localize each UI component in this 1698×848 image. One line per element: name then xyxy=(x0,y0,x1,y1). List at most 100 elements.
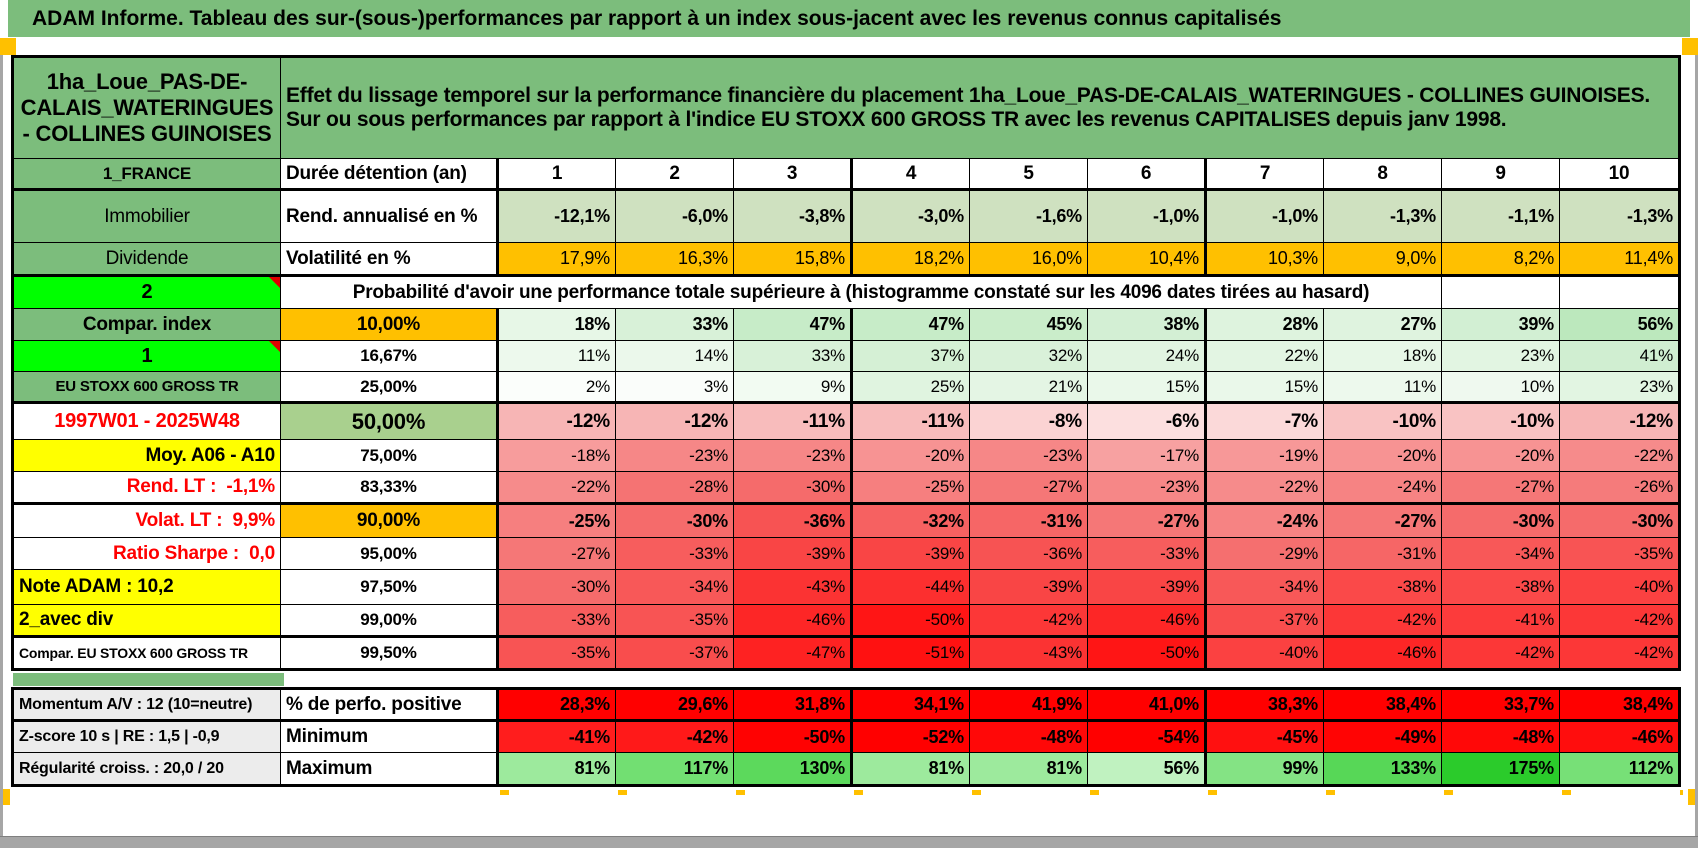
grid-cell[interactable]: 41,9% xyxy=(969,689,1088,721)
grid-cell[interactable]: -44% xyxy=(850,569,970,605)
grid-cell[interactable]: -42% xyxy=(615,719,734,753)
row-header-asset-class[interactable]: Immobilier xyxy=(13,189,281,243)
grid-cell[interactable]: -31% xyxy=(969,502,1088,538)
grid-cell[interactable]: -42% xyxy=(1559,604,1679,637)
grid-cell[interactable]: -37% xyxy=(1204,604,1324,637)
column-header[interactable]: 7 xyxy=(1204,158,1324,191)
quantile-label[interactable]: 90,00% xyxy=(280,502,498,538)
grid-cell[interactable]: -23% xyxy=(615,439,734,472)
grid-cell[interactable]: -27% xyxy=(1323,502,1442,538)
grid-cell[interactable]: 23% xyxy=(1441,340,1560,372)
grid-cell[interactable]: -36% xyxy=(969,537,1088,570)
grid-cell[interactable]: -20% xyxy=(1441,439,1560,472)
grid-cell[interactable]: -12,1% xyxy=(496,189,616,243)
row-header-index-name[interactable]: EU STOXX 600 GROSS TR xyxy=(13,371,281,403)
metric-maximum[interactable]: Maximum xyxy=(280,752,498,785)
grid-cell[interactable]: -33% xyxy=(496,604,616,637)
row-header-with-dividend[interactable]: 2_avec div xyxy=(13,604,281,637)
quantile-label[interactable]: 95,00% xyxy=(280,537,498,570)
grid-cell[interactable]: -28% xyxy=(615,471,734,504)
metric-positive-perf[interactable]: % de perfo. positive xyxy=(280,689,498,721)
grid-cell[interactable]: 11% xyxy=(496,340,616,372)
grid-cell[interactable] xyxy=(1441,275,1560,309)
grid-cell[interactable]: 23% xyxy=(1559,371,1679,403)
grid-cell[interactable]: -40% xyxy=(1204,635,1324,669)
grid-cell[interactable]: -42% xyxy=(1441,635,1560,669)
grid-cell[interactable]: -41% xyxy=(1441,604,1560,637)
grid-cell[interactable]: 41,0% xyxy=(1087,689,1206,721)
grid-cell[interactable]: -18% xyxy=(496,439,616,472)
grid-cell[interactable]: 99% xyxy=(1204,752,1324,785)
grid-cell[interactable]: -36% xyxy=(733,502,852,538)
quantile-label[interactable]: 99,50% xyxy=(280,635,498,669)
grid-cell[interactable]: -39% xyxy=(1087,569,1206,605)
grid-cell[interactable]: -31% xyxy=(1323,537,1442,570)
grid-cell[interactable]: 22% xyxy=(1204,340,1324,372)
grid-cell[interactable]: -35% xyxy=(496,635,616,669)
metric-minimum[interactable]: Minimum xyxy=(280,719,498,753)
grid-cell[interactable]: -38% xyxy=(1323,569,1442,605)
grid-cell[interactable]: -40% xyxy=(1559,569,1679,605)
grid-cell[interactable]: 175% xyxy=(1441,752,1560,785)
grid-cell[interactable]: -42% xyxy=(969,604,1088,637)
grid-cell[interactable]: -23% xyxy=(733,439,852,472)
grid-cell[interactable]: -30% xyxy=(1559,502,1679,538)
grid-cell[interactable]: -10% xyxy=(1323,401,1442,440)
grid-cell[interactable]: -43% xyxy=(969,635,1088,669)
grid-cell[interactable]: -48% xyxy=(969,719,1088,753)
quantile-label[interactable]: 25,00% xyxy=(280,371,498,403)
grid-cell[interactable]: -49% xyxy=(1323,719,1442,753)
grid-cell[interactable]: -19% xyxy=(1204,439,1324,472)
grid-cell[interactable]: 9% xyxy=(733,371,852,403)
grid-cell[interactable]: 117% xyxy=(615,752,734,785)
grid-cell[interactable]: 45% xyxy=(969,308,1088,341)
row-header-sharpe[interactable]: Ratio Sharpe : 0,0 xyxy=(13,537,281,570)
grid-cell[interactable]: 81% xyxy=(496,752,616,785)
grid-cell[interactable]: -30% xyxy=(733,471,852,504)
table-description[interactable]: Effet du lissage temporel sur la perform… xyxy=(280,57,1679,159)
grid-cell[interactable]: 15% xyxy=(1087,371,1206,403)
grid-cell[interactable]: -34% xyxy=(1204,569,1324,605)
grid-cell[interactable]: -1,3% xyxy=(1559,189,1679,243)
grid-cell[interactable]: -1,0% xyxy=(1087,189,1206,243)
grid-cell[interactable]: 38,3% xyxy=(1204,689,1324,721)
grid-cell[interactable]: -33% xyxy=(1087,537,1206,570)
grid-cell[interactable]: 18% xyxy=(496,308,616,341)
grid-cell[interactable]: 16,0% xyxy=(969,242,1088,277)
grid-cell[interactable]: -39% xyxy=(733,537,852,570)
quantile-label[interactable]: 97,50% xyxy=(280,569,498,605)
grid-cell[interactable]: 29,6% xyxy=(615,689,734,721)
row-header-lt-volatility[interactable]: Volat. LT : 9,9% xyxy=(13,502,281,538)
grid-cell[interactable]: 81% xyxy=(969,752,1088,785)
grid-cell[interactable]: 56% xyxy=(1559,308,1679,341)
grid-cell[interactable]: 33,7% xyxy=(1441,689,1560,721)
grid-cell[interactable]: 10,4% xyxy=(1087,242,1206,277)
grid-cell[interactable]: -48% xyxy=(1441,719,1560,753)
row-header-average[interactable]: Moy. A06 - A10 xyxy=(13,439,281,472)
grid-cell[interactable]: 41% xyxy=(1559,340,1679,372)
row-header-regularity[interactable]: Régularité croiss. : 20,0 / 20 xyxy=(13,752,281,785)
grid-cell[interactable]: -20% xyxy=(850,439,970,472)
grid-cell[interactable]: 18,2% xyxy=(850,242,970,277)
grid-cell[interactable]: -20% xyxy=(1323,439,1442,472)
grid-cell[interactable]: 8,2% xyxy=(1441,242,1560,277)
grid-cell[interactable]: -22% xyxy=(496,471,616,504)
grid-cell[interactable]: -25% xyxy=(496,502,616,538)
grid-cell[interactable]: -1,0% xyxy=(1204,189,1324,243)
grid-cell[interactable]: -47% xyxy=(733,635,852,669)
grid-cell[interactable]: 24% xyxy=(1087,340,1206,372)
grid-cell[interactable]: -23% xyxy=(969,439,1088,472)
row-header-compar-stoxx[interactable]: Compar. EU STOXX 600 GROSS TR xyxy=(13,635,281,669)
column-header[interactable]: 5 xyxy=(969,158,1088,191)
column-header[interactable]: 6 xyxy=(1087,158,1206,191)
quantile-label[interactable]: 99,00% xyxy=(280,604,498,637)
column-header[interactable]: 1 xyxy=(496,158,616,191)
quantile-label[interactable]: 75,00% xyxy=(280,439,498,472)
grid-cell[interactable]: 15% xyxy=(1204,371,1324,403)
grid-cell[interactable]: 37% xyxy=(850,340,970,372)
grid-cell[interactable]: -26% xyxy=(1559,471,1679,504)
grid-cell[interactable]: 21% xyxy=(969,371,1088,403)
grid-cell[interactable]: -46% xyxy=(1559,719,1679,753)
grid-cell[interactable]: -12% xyxy=(496,401,616,440)
grid-cell[interactable]: -22% xyxy=(1204,471,1324,504)
